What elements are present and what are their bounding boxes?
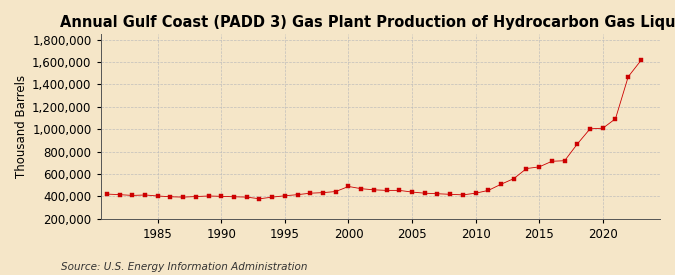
Title: Annual Gulf Coast (PADD 3) Gas Plant Production of Hydrocarbon Gas Liquids: Annual Gulf Coast (PADD 3) Gas Plant Pro… <box>60 15 675 30</box>
Y-axis label: Thousand Barrels: Thousand Barrels <box>15 75 28 178</box>
Text: Source: U.S. Energy Information Administration: Source: U.S. Energy Information Administ… <box>61 262 307 272</box>
